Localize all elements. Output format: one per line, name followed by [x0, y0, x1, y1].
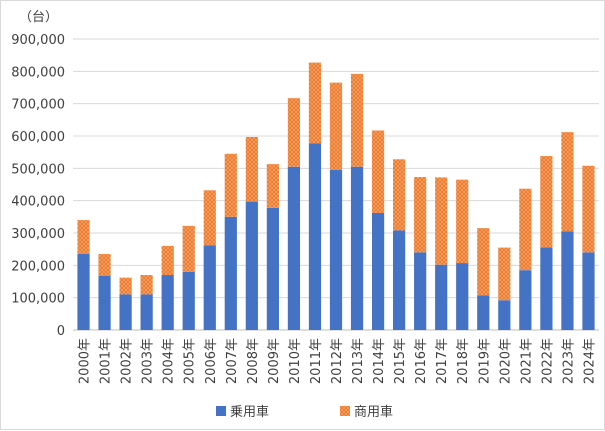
- x-tick-label: 2002年: [120, 338, 135, 384]
- x-axis-ticks: 2000年 2001年 2002年 2003年 2004年 2005年 2006年 2007年…: [78, 338, 598, 384]
- bar-commercial-2022年: [540, 156, 553, 248]
- bar-commercial-2001年: [98, 254, 111, 276]
- legend-swatch-passenger: [216, 406, 226, 416]
- x-tick-label: 2018年: [456, 338, 471, 384]
- x-tick-label: 2015年: [393, 338, 408, 384]
- bar-commercial-2005年: [182, 225, 195, 272]
- legend: 乗用車 商用車: [216, 405, 393, 420]
- x-tick-label: 2011年: [309, 338, 324, 384]
- bar-passenger-2003年: [140, 294, 153, 330]
- y-tick-label: 900,000: [11, 33, 65, 48]
- y-tick-label: 200,000: [11, 259, 65, 274]
- bar-passenger-2012年: [329, 169, 343, 330]
- x-tick-label: 2008年: [246, 338, 261, 384]
- bar-passenger-2016年: [414, 252, 427, 330]
- bar-passenger-2007年: [224, 216, 237, 330]
- bar-commercial-2009年: [266, 164, 279, 208]
- y-unit-label: （台）: [19, 10, 58, 25]
- bar-passenger-2017年: [435, 264, 448, 330]
- y-tick-label: 400,000: [11, 195, 65, 210]
- bar-commercial-2006年: [203, 190, 216, 246]
- bar-commercial-2021年: [519, 188, 532, 271]
- y-tick-label: 500,000: [11, 162, 65, 177]
- y-tick-label: 700,000: [11, 98, 65, 113]
- bar-commercial-2017年: [435, 177, 448, 265]
- x-tick-label: 2010年: [288, 338, 303, 384]
- bar-commercial-2007年: [224, 153, 237, 217]
- bars: [77, 62, 595, 330]
- legend-swatch-commercial: [340, 406, 350, 416]
- legend-label-passenger: 乗用車: [230, 405, 269, 420]
- bar-commercial-2011年: [308, 62, 322, 144]
- y-axis-ticks: 0 100,000 200,000 300,000 400,000 500,000 600,…: [11, 33, 65, 339]
- x-tick-label: 2021年: [519, 338, 534, 384]
- x-tick-label: 2023年: [561, 338, 576, 384]
- x-tick-label: 2014年: [372, 338, 387, 384]
- bar-commercial-2008年: [245, 136, 258, 202]
- bar-passenger-2011年: [308, 143, 322, 330]
- bar-passenger-2005年: [182, 271, 195, 330]
- y-tick-label: 300,000: [11, 227, 65, 242]
- x-tick-label: 2017年: [435, 338, 450, 384]
- bar-passenger-2008年: [245, 201, 258, 330]
- bar-passenger-2002年: [119, 294, 132, 330]
- bar-passenger-2021年: [519, 270, 532, 330]
- bar-passenger-2009年: [266, 207, 279, 330]
- x-tick-label: 2024年: [582, 338, 597, 384]
- x-tick-label: 2004年: [162, 338, 177, 384]
- bar-commercial-2002年: [119, 277, 132, 295]
- x-tick-label: 2000年: [78, 338, 93, 384]
- bar-passenger-2023年: [561, 231, 574, 330]
- y-tick-label: 600,000: [11, 130, 65, 145]
- x-tick-label: 2016年: [414, 338, 429, 384]
- bar-passenger-2018年: [456, 263, 469, 330]
- bar-commercial-2020年: [498, 247, 511, 301]
- x-tick-label: 2020年: [498, 338, 513, 384]
- bar-passenger-2010年: [287, 166, 301, 330]
- bar-passenger-2000年: [77, 254, 90, 330]
- bar-passenger-2014年: [371, 212, 385, 330]
- x-tick-label: 2012年: [330, 338, 345, 384]
- y-tick-label: 800,000: [11, 65, 65, 80]
- bar-commercial-2023年: [561, 132, 574, 232]
- bar-commercial-2015年: [393, 159, 406, 231]
- bar-commercial-2024年: [582, 165, 595, 253]
- bar-commercial-2012年: [329, 82, 343, 170]
- bar-passenger-2004年: [161, 275, 174, 330]
- bar-passenger-2024年: [582, 252, 595, 330]
- x-tick-label: 2003年: [141, 338, 156, 384]
- bar-passenger-2015年: [393, 230, 406, 330]
- bar-passenger-2022年: [540, 247, 553, 330]
- x-tick-label: 2019年: [477, 338, 492, 384]
- bar-commercial-2010年: [287, 98, 301, 167]
- bar-passenger-2001年: [98, 275, 111, 330]
- bar-commercial-2000年: [77, 220, 90, 255]
- bar-passenger-2019年: [477, 295, 490, 330]
- bar-commercial-2013年: [350, 73, 364, 167]
- bar-passenger-2020年: [498, 300, 511, 330]
- legend-label-commercial: 商用車: [354, 405, 393, 420]
- x-tick-label: 2005年: [183, 338, 198, 384]
- x-tick-label: 2013年: [351, 338, 366, 384]
- bar-commercial-2018年: [456, 179, 469, 264]
- x-tick-label: 2007年: [225, 338, 240, 384]
- y-tick-label: 100,000: [11, 292, 65, 307]
- x-tick-label: 2022年: [540, 338, 555, 384]
- x-tick-label: 2006年: [204, 338, 219, 384]
- bar-commercial-2019年: [477, 228, 490, 296]
- x-tick-label: 2001年: [99, 338, 114, 384]
- bar-commercial-2004年: [161, 245, 174, 276]
- bar-passenger-2013年: [350, 166, 364, 330]
- bar-commercial-2016年: [414, 177, 427, 253]
- bar-commercial-2014年: [371, 130, 385, 213]
- x-tick-label: 2009年: [267, 338, 282, 384]
- bar-commercial-2003年: [140, 275, 153, 295]
- y-tick-label: 0: [57, 324, 65, 339]
- bar-passenger-2006年: [203, 245, 216, 330]
